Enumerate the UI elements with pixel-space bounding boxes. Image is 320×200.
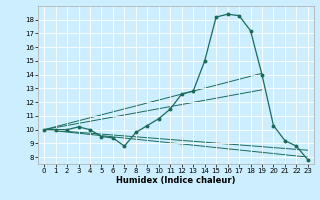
X-axis label: Humidex (Indice chaleur): Humidex (Indice chaleur) — [116, 176, 236, 185]
